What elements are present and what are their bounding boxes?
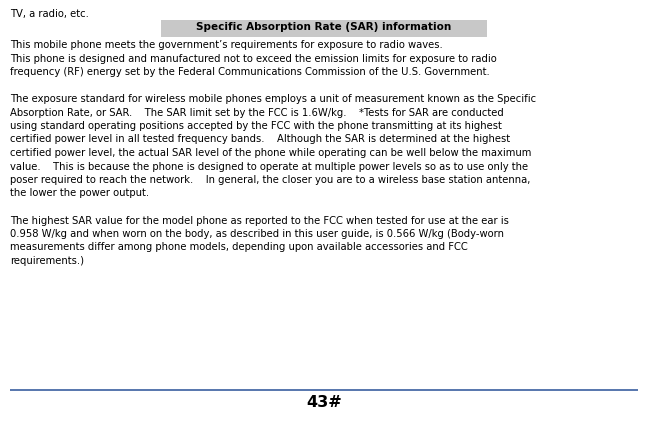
- Text: This phone is designed and manufactured not to exceed the emission limits for ex: This phone is designed and manufactured …: [10, 53, 497, 64]
- Text: Specific Absorption Rate (SAR) information: Specific Absorption Rate (SAR) informati…: [196, 22, 452, 32]
- Text: using standard operating positions accepted by the FCC with the phone transmitti: using standard operating positions accep…: [10, 121, 502, 131]
- Text: frequency (RF) energy set by the Federal Communications Commission of the U.S. G: frequency (RF) energy set by the Federal…: [10, 67, 490, 77]
- Text: certified power level, the actual SAR level of the phone while operating can be : certified power level, the actual SAR le…: [10, 148, 531, 158]
- Bar: [161, 20, 487, 37]
- Text: This mobile phone meets the government’s requirements for exposure to radio wave: This mobile phone meets the government’s…: [10, 40, 443, 50]
- Text: TV, a radio, etc.: TV, a radio, etc.: [10, 9, 89, 19]
- Text: certified power level in all tested frequency bands.    Although the SAR is dete: certified power level in all tested freq…: [10, 134, 510, 144]
- Text: measurements differ among phone models, depending upon available accessories and: measurements differ among phone models, …: [10, 242, 468, 253]
- Text: poser required to reach the network.    In general, the closer you are to a wire: poser required to reach the network. In …: [10, 175, 530, 185]
- Text: 0.958 W/kg and when worn on the body, as described in this user guide, is 0.566 : 0.958 W/kg and when worn on the body, as…: [10, 229, 504, 239]
- Text: Absorption Rate, or SAR.    The SAR limit set by the FCC is 1.6W/kg.    *Tests f: Absorption Rate, or SAR. The SAR limit s…: [10, 107, 503, 117]
- Text: value.    This is because the phone is designed to operate at multiple power lev: value. This is because the phone is desi…: [10, 162, 528, 171]
- Text: 43#: 43#: [306, 395, 342, 410]
- Text: The highest SAR value for the model phone as reported to the FCC when tested for: The highest SAR value for the model phon…: [10, 216, 509, 226]
- Text: requirements.): requirements.): [10, 256, 84, 266]
- Text: The exposure standard for wireless mobile phones employs a unit of measurement k: The exposure standard for wireless mobil…: [10, 94, 536, 104]
- Text: the lower the power output.: the lower the power output.: [10, 189, 149, 198]
